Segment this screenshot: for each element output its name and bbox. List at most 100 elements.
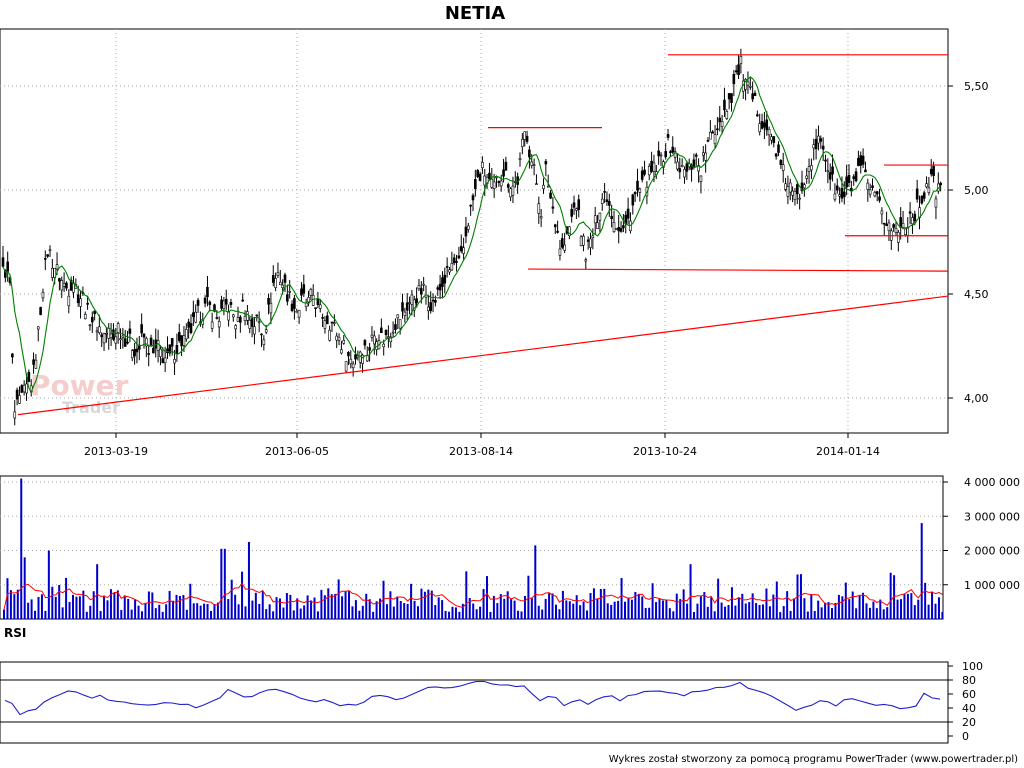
volume-bar [389,591,392,619]
candle-body [401,302,404,312]
candle-body [138,344,141,350]
volume-bar [20,478,23,619]
candle-body [48,249,52,252]
candle-body [159,348,162,357]
volume-bar [410,583,413,619]
candle-body [511,185,515,196]
candle-body [575,208,578,211]
candle-body [619,227,623,232]
volume-bar [358,610,361,619]
candle-body [53,268,57,278]
volume-bar [886,607,889,619]
volume-bar [327,588,330,619]
volume-bar [882,609,885,619]
volume-bar [116,590,119,619]
volume-bar [247,541,250,619]
volume-bar [913,605,916,619]
candle-body [622,225,625,229]
volume-bar [279,598,281,619]
candle-body [168,344,172,354]
rsi-y-tick-label: 100 [962,660,983,673]
candle-body [121,335,125,338]
candle-body [528,149,531,158]
candle-body [288,290,292,293]
price-moving-average [2,76,942,394]
candle-body [927,187,931,193]
volume-bar [185,609,188,619]
candle-body [264,329,268,333]
candle-body [335,335,339,341]
volume-bar [934,603,937,619]
volume-bar [793,598,796,619]
candle-body [222,300,226,309]
volume-bar [120,610,123,619]
candle-body [415,298,418,304]
candle-body [177,332,181,341]
candle-body [873,191,877,197]
candle-body [603,191,606,193]
volume-bar [641,596,644,619]
candle-body [1,257,5,267]
volume-bar [354,600,357,619]
volume-bar [599,589,602,619]
volume-bar [630,599,633,619]
candle-body [859,155,863,166]
volume-bar [834,602,837,619]
candle-body [278,282,282,286]
candle-body [831,166,834,175]
volume-bar [351,606,354,619]
candle-body [286,294,289,302]
candle-body [333,322,336,325]
rsi-panel-frame [0,661,949,744]
candle-body [589,238,592,248]
volume-bar [427,589,430,619]
volume-bar [699,596,702,619]
candle-body [410,294,414,305]
price-x-ticks: 2013-03-19 2013-06-05 2013-08-14 2013-10-24… [84,433,880,458]
candle-body [391,331,395,334]
candle-body [584,259,588,262]
candle-body [182,335,186,346]
volume-bar [900,599,902,619]
candle-body [932,165,935,177]
candle-body [537,203,541,214]
candle-body [739,56,743,64]
volume-bar [520,611,523,619]
volume-bar [479,606,482,619]
volume-bar [316,611,319,619]
volume-bar [99,611,102,619]
candle-body [704,152,707,161]
candle-body [671,146,675,153]
volume-bar [686,603,689,619]
candle-body [680,164,684,167]
price-x-tick-label: 2013-08-14 [449,445,513,458]
volume-bar [931,591,934,619]
volume-bar [713,611,716,619]
candle-body [349,358,353,365]
candle-body [725,110,729,119]
candle-body [861,155,865,165]
candle-body [18,395,21,404]
watermark-trader: Trader [62,398,120,417]
volume-bar [123,595,126,619]
volume-bar [844,582,847,619]
candle-body [69,279,73,291]
candle-body [55,264,59,270]
candle-body [229,302,233,305]
candle-body [22,384,26,393]
candle-body [76,294,80,304]
candle-body [236,317,240,322]
volume-bar [282,607,285,619]
candle-body [535,183,538,185]
candle-body [760,121,764,129]
volume-bar [920,523,923,619]
volume-bar [603,588,606,619]
candle-body [36,326,40,330]
candle-body [135,348,139,353]
rsi-y-tick-label: 40 [962,702,976,715]
candle-body [833,193,837,200]
volume-bar [85,611,88,619]
volume-bar [917,599,920,619]
